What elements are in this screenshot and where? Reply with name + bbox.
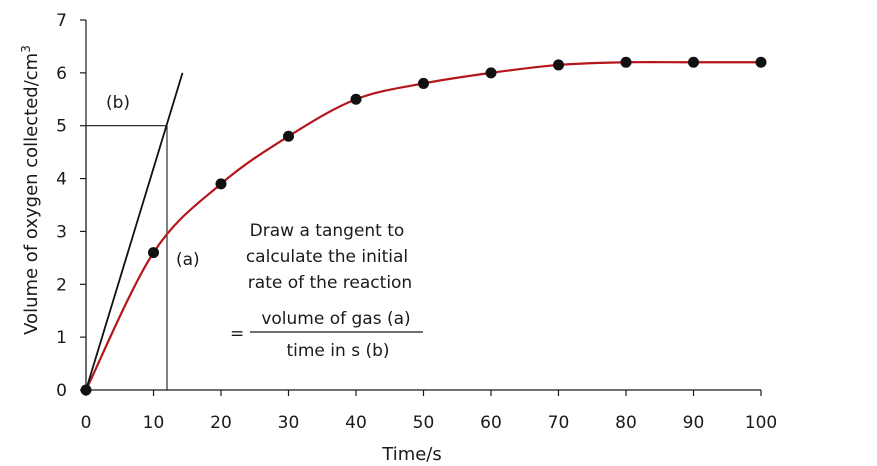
data-point	[688, 56, 699, 68]
data-point	[755, 56, 767, 68]
x-ticks: 0 10 20 30 40 50 60 70 80 90 100	[81, 390, 777, 433]
y-tick-label: 1	[56, 328, 67, 348]
data-point	[418, 77, 429, 89]
x-tick-label: 30	[278, 413, 300, 433]
note-line-3: rate of the reaction	[248, 273, 412, 293]
x-axis-title: Time/s	[381, 444, 442, 465]
y-tick-label: 7	[56, 11, 67, 31]
data-point	[485, 67, 497, 79]
data-point	[215, 178, 227, 190]
y-tick-label: 5	[56, 117, 67, 137]
y-tick-label: 2	[56, 275, 67, 295]
y-tick-label: 0	[56, 381, 67, 401]
annotations: (b) (a) Draw a tangent to calculate the …	[106, 93, 423, 361]
label-b: (b)	[106, 93, 130, 113]
x-tick-label: 50	[413, 413, 435, 433]
data-point	[620, 56, 632, 68]
x-tick-label: 20	[210, 413, 232, 433]
data-point	[80, 384, 92, 396]
formula-denominator: time in s (b)	[286, 341, 389, 361]
data-point	[350, 93, 362, 105]
y-axis-title-text: Volume of oxygen collected/cm	[21, 53, 42, 335]
data-points	[80, 56, 767, 396]
series-curve	[85, 60, 761, 391]
y-ticks: 0 1 2 3 4 5 6 7	[56, 11, 86, 401]
x-tick-label: 60	[480, 413, 502, 433]
note-line-1: Draw a tangent to	[250, 221, 405, 241]
data-point	[148, 247, 159, 259]
tangent-construction	[85, 125, 168, 390]
data-point	[283, 130, 294, 142]
x-tick-label: 40	[345, 413, 367, 433]
equals-sign: =	[230, 324, 244, 344]
axes: 0 10 20 30 40 50 60 70 80 90 100 0 1 2 3 4 5 6 7	[56, 11, 777, 433]
label-a: (a)	[176, 250, 200, 270]
x-tick-label: 100	[745, 413, 777, 433]
x-tick-label: 90	[683, 413, 705, 433]
y-axis-title-superscript: 3	[19, 45, 33, 53]
y-axis-title: Volume of oxygen collected/cm3	[19, 45, 42, 335]
y-tick-label: 6	[56, 64, 67, 84]
note-line-2: calculate the initial	[246, 247, 408, 267]
y-tick-label: 3	[56, 222, 67, 242]
x-tick-label: 70	[548, 413, 570, 433]
x-tick-label: 10	[143, 413, 165, 433]
x-tick-label: 0	[81, 413, 92, 433]
x-tick-label: 80	[615, 413, 637, 433]
y-tick-label: 4	[56, 170, 67, 190]
formula-numerator: volume of gas (a)	[261, 309, 410, 329]
data-point	[553, 59, 564, 71]
tangent-line	[85, 72, 184, 391]
